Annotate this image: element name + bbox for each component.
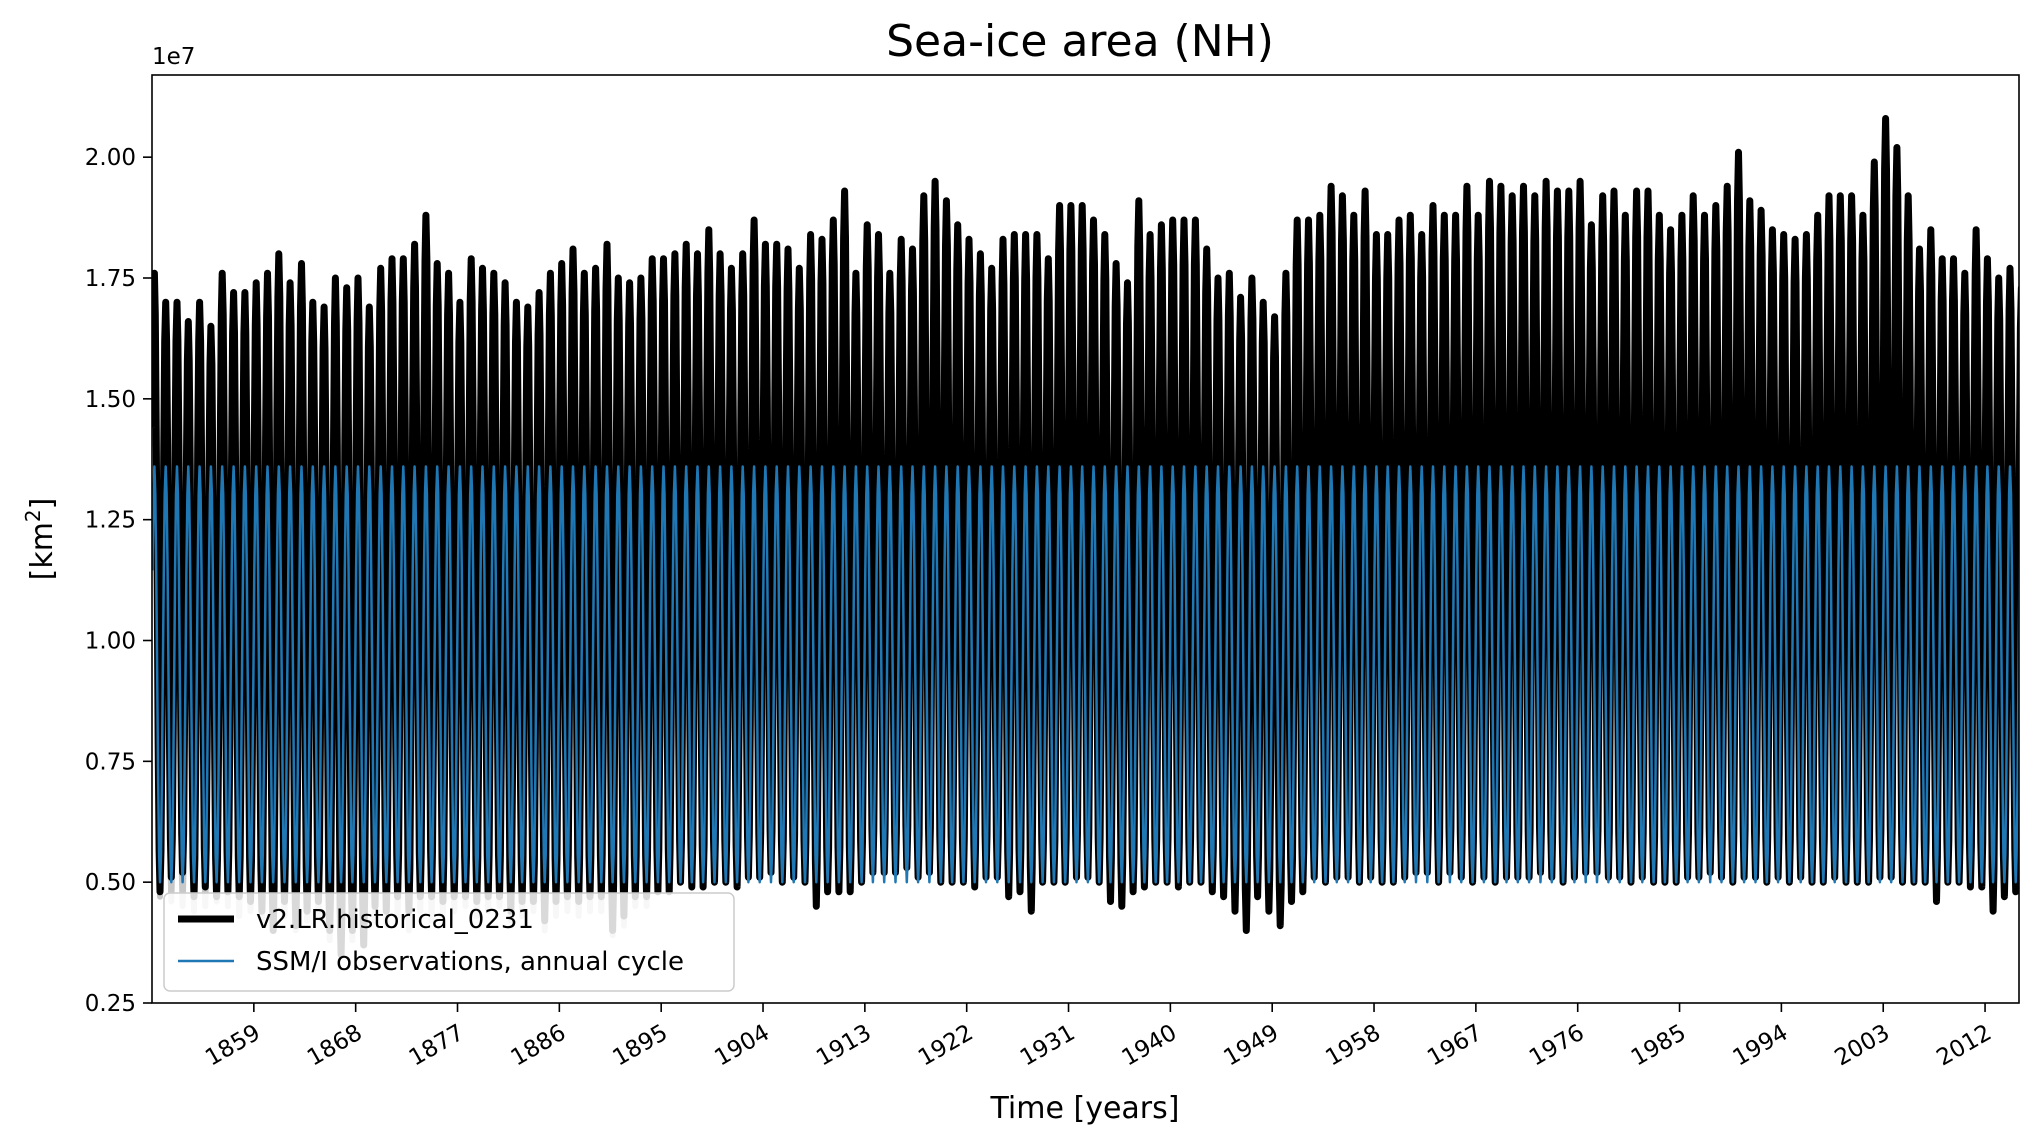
legend-label-model: v2.LR.historical_0231 (256, 905, 534, 935)
y-axis-title-superscript: 2 (21, 509, 45, 522)
plot-area (152, 115, 2019, 959)
legend-label-obs: SSM/I observations, annual cycle (256, 947, 684, 977)
series-line-obs (152, 465, 2019, 884)
y-offset-label: 1e7 (152, 44, 195, 70)
y-tick-label: 0.50 (85, 870, 136, 896)
y-tick-label: 1.50 (85, 387, 136, 413)
y-axis-title-end: ] (25, 498, 60, 510)
y-axis-title-main: [km (25, 522, 60, 580)
y-tick-label: 1.25 (85, 508, 136, 534)
y-tick-label: 0.25 (85, 991, 136, 1017)
chart-title: Sea-ice area (NH) (886, 16, 1274, 67)
y-axis: 0.25 0.50 0.75 1.00 1.25 1.50 1.75 2.00 (85, 145, 152, 1017)
y-axis-title: [km2] (21, 498, 60, 581)
obs-series-layer (152, 465, 2019, 884)
x-axis-title: Time [years] (990, 1091, 1180, 1126)
plot-frame (151, 74, 2020, 1004)
legend: v2.LR.historical_0231 SSM/I observations… (163, 892, 735, 992)
y-tick-label: 1.00 (85, 629, 136, 655)
legend-box (163, 892, 735, 992)
y-tick-label: 0.75 (85, 749, 136, 775)
y-tick-label: 2.00 (85, 145, 136, 171)
y-tick-label: 1.75 (85, 266, 136, 292)
